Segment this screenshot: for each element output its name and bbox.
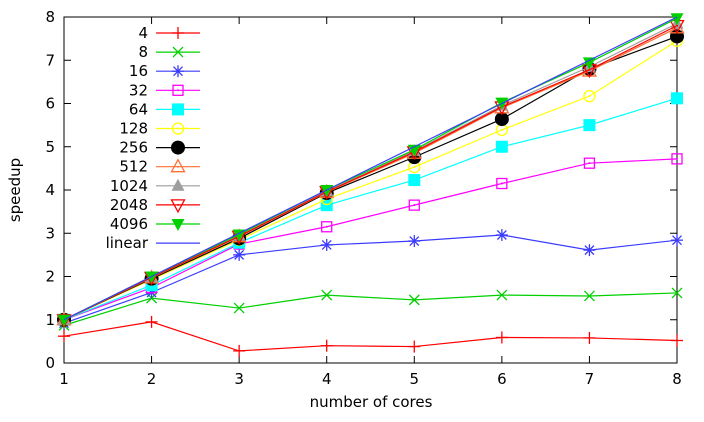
legend-marker-128	[171, 122, 185, 135]
legend-marker-128	[177, 127, 179, 130]
legend-marker-8	[172, 46, 184, 58]
x-axis-label: number of cores	[309, 393, 433, 411]
y-tick-label: 8	[45, 8, 55, 26]
x-tick-label: 7	[585, 370, 595, 388]
legend-marker-32	[172, 84, 184, 96]
series-128-marker	[413, 166, 416, 169]
legend-marker-16	[173, 66, 183, 77]
series-2048-line	[63, 25, 678, 321]
legend-label-1024: 1024	[110, 177, 148, 195]
y-tick-label: 3	[45, 224, 55, 242]
series-8-marker	[671, 287, 683, 299]
x-tick-label: 1	[59, 370, 69, 388]
legend-marker-512	[170, 158, 186, 173]
series-32-marker	[676, 157, 678, 160]
y-tick-label: 2	[45, 268, 55, 286]
series-32-marker	[321, 221, 333, 233]
series-16-marker	[496, 230, 507, 240]
series-32-marker	[671, 153, 683, 165]
series-linear-line	[63, 16, 678, 321]
series-128-line	[63, 40, 678, 321]
legend-marker-2048	[170, 199, 186, 214]
series-4096-marker	[670, 13, 684, 26]
legend-label-64: 64	[129, 100, 148, 118]
series-64-line	[63, 97, 678, 321]
legend-label-2048: 2048	[110, 196, 148, 214]
y-axis-label: speedup	[6, 157, 24, 223]
legend-marker-2048	[177, 203, 179, 206]
series-16-marker	[409, 236, 420, 246]
series-256-marker	[494, 112, 509, 127]
legend-marker-256	[171, 140, 185, 155]
series-64-marker	[583, 119, 596, 132]
series-128-marker	[500, 128, 503, 131]
series-32-marker	[325, 225, 328, 228]
legend-label-16: 16	[129, 62, 148, 80]
series-8-line	[63, 292, 678, 326]
x-tick-label: 4	[322, 370, 332, 388]
y-tick-label: 5	[45, 138, 55, 156]
series-32-marker	[413, 204, 416, 207]
x-tick-label: 5	[410, 370, 420, 388]
y-tick-label: 6	[45, 95, 55, 113]
series-32-marker	[500, 182, 503, 185]
series-16-marker	[584, 245, 595, 256]
series-2048-marker	[676, 24, 678, 27]
series-8-marker	[233, 302, 245, 314]
series-32-marker	[408, 199, 420, 211]
series-8-marker	[321, 289, 333, 301]
series-64-marker	[408, 174, 421, 187]
legend-marker-32	[177, 89, 179, 92]
y-tick-label: 0	[45, 354, 55, 372]
series-8-marker	[408, 294, 420, 306]
series-16-marker	[234, 249, 245, 260]
x-tick-label: 6	[497, 370, 507, 388]
x-tick-label: 2	[147, 370, 157, 388]
y-tick-label: 4	[45, 181, 55, 199]
x-tick-label: 3	[234, 370, 244, 388]
legend-label-32: 32	[129, 81, 148, 99]
series-16-line	[63, 234, 678, 324]
series-2048-marker	[588, 68, 591, 71]
series-128-marker	[588, 95, 591, 98]
legend-label-4096: 4096	[110, 215, 148, 233]
legend-marker-64	[172, 103, 184, 116]
series-4096-marker	[232, 229, 246, 242]
legend-label-4: 4	[138, 24, 148, 42]
y-tick-label: 7	[45, 51, 55, 69]
y-tick-label: 1	[45, 311, 55, 329]
legend-label-8: 8	[138, 43, 148, 61]
series-32-marker	[583, 157, 596, 169]
series-8-marker	[583, 290, 595, 302]
series-64-marker	[495, 140, 508, 153]
series-32-marker	[588, 162, 591, 165]
series-4096-marker	[582, 57, 596, 70]
legend-marker-1024	[171, 178, 185, 191]
legend-label-linear: linear	[106, 234, 149, 252]
legend-label-512: 512	[119, 158, 148, 176]
legend-label-256: 256	[119, 139, 148, 157]
series-128-marker	[583, 89, 596, 103]
series-64-marker	[671, 92, 683, 105]
legend-marker-4096	[171, 219, 185, 231]
series-4-line	[63, 321, 678, 352]
series-16-marker	[321, 239, 332, 250]
series-32-marker	[496, 177, 508, 190]
x-tick-label: 8	[672, 370, 682, 388]
legend-marker-512	[177, 165, 179, 168]
series-8-marker	[496, 289, 508, 301]
series-16-marker	[672, 235, 682, 246]
series-32-line	[63, 158, 678, 321]
legend-label-128: 128	[119, 120, 148, 138]
